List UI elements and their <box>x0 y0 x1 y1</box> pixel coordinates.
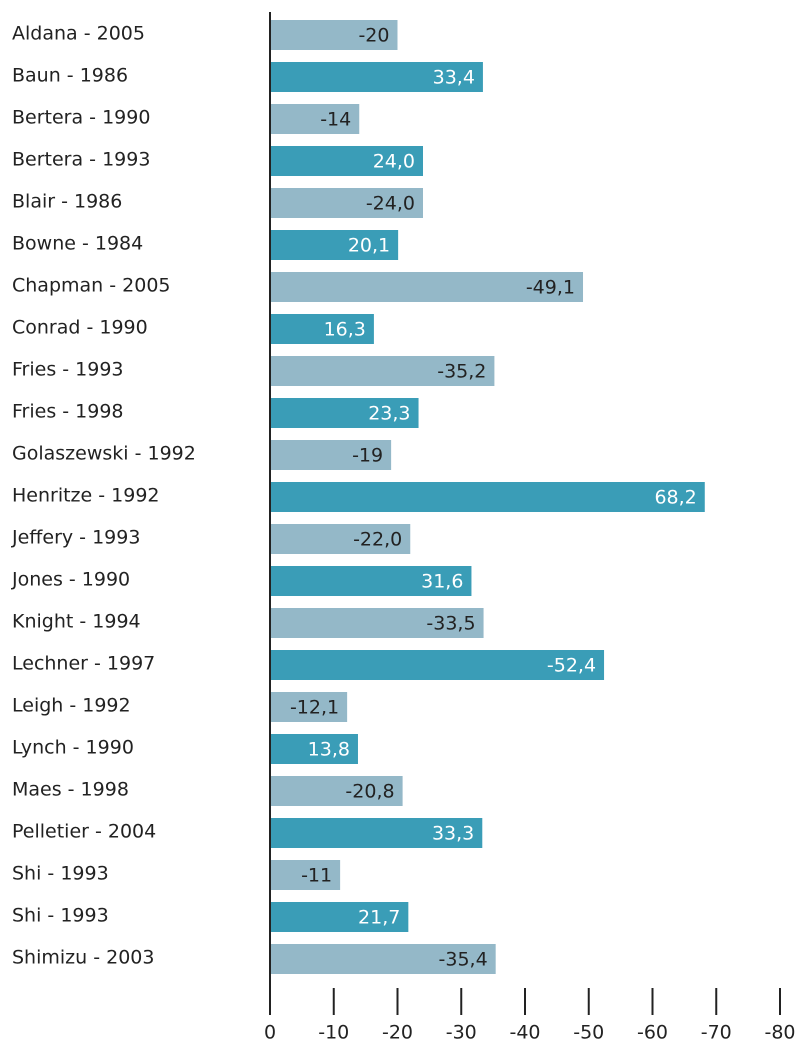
category-label: Chapman - 2005 <box>12 275 171 297</box>
category-label: Jones - 1990 <box>11 569 130 591</box>
bar <box>271 482 705 512</box>
category-label: Leigh - 1992 <box>12 695 131 717</box>
category-label: Fries - 1993 <box>12 359 124 381</box>
bar <box>271 104 360 134</box>
value-label: -24,0 <box>366 193 415 215</box>
x-tick-label: -30 <box>446 1022 477 1044</box>
category-label: Baun - 1986 <box>12 65 128 87</box>
bar <box>271 944 496 974</box>
bar <box>271 566 472 596</box>
value-label: 33,3 <box>432 823 474 845</box>
bar <box>271 398 419 428</box>
x-tick-label: -20 <box>382 1022 413 1044</box>
value-label: -52,4 <box>547 655 596 677</box>
bar <box>271 524 411 554</box>
x-tick-label: -60 <box>637 1022 668 1044</box>
value-label: 16,3 <box>324 319 366 341</box>
value-label: 23,3 <box>368 403 410 425</box>
bar <box>271 314 374 344</box>
bar <box>271 818 483 848</box>
category-label: Shimizu - 2003 <box>12 947 154 969</box>
bar <box>271 62 483 92</box>
x-tick-label: -80 <box>764 1022 795 1044</box>
value-label: 33,4 <box>433 67 475 89</box>
x-tick-label: -40 <box>509 1022 540 1044</box>
bar <box>271 272 584 302</box>
value-label: -33,5 <box>426 613 475 635</box>
bar <box>271 356 495 386</box>
bar <box>271 650 605 680</box>
value-label: -35,4 <box>439 949 488 971</box>
category-label: Jeffery - 1993 <box>11 527 140 549</box>
category-label: Lechner - 1997 <box>12 653 155 675</box>
category-label: Fries - 1998 <box>12 401 124 423</box>
value-label: 68,2 <box>654 487 696 509</box>
category-label: Knight - 1994 <box>12 611 141 633</box>
bar <box>271 902 409 932</box>
bar <box>271 20 398 50</box>
x-tick-label: -10 <box>318 1022 349 1044</box>
bar <box>271 230 399 260</box>
value-label: 21,7 <box>358 907 400 929</box>
value-label: -12,1 <box>290 697 339 719</box>
value-label: 24,0 <box>373 151 415 173</box>
category-label: Maes - 1998 <box>12 779 129 801</box>
bar <box>271 860 341 890</box>
value-label: -22,0 <box>353 529 402 551</box>
bar <box>271 146 423 176</box>
value-label: -11 <box>301 865 332 887</box>
category-label: Bowne - 1984 <box>12 233 143 255</box>
bar <box>271 608 484 638</box>
category-label: Blair - 1986 <box>12 191 122 213</box>
category-label: Conrad - 1990 <box>12 317 148 339</box>
value-label: -20 <box>358 25 389 47</box>
bar <box>271 776 403 806</box>
category-label: Shi - 1993 <box>12 905 109 927</box>
category-label: Henritze - 1992 <box>12 485 160 507</box>
value-label: -35,2 <box>437 361 486 383</box>
category-label: Shi - 1993 <box>12 863 109 885</box>
bar <box>271 440 392 470</box>
value-label: 31,6 <box>421 571 463 593</box>
category-label: Golaszewski - 1992 <box>12 443 196 465</box>
category-label: Aldana - 2005 <box>12 23 145 45</box>
value-label: 13,8 <box>308 739 350 761</box>
value-label: -49,1 <box>526 277 575 299</box>
bar <box>271 734 358 764</box>
x-tick-label: 0 <box>264 1022 276 1044</box>
value-label: 20,1 <box>348 235 390 257</box>
bar <box>271 692 348 722</box>
x-tick-label: -70 <box>701 1022 732 1044</box>
category-label: Pelletier - 2004 <box>12 821 156 843</box>
value-label: -14 <box>320 109 351 131</box>
x-tick-label: -50 <box>573 1022 604 1044</box>
value-label: -19 <box>352 445 383 467</box>
category-label: Bertera - 1990 <box>12 107 150 129</box>
bar <box>271 188 423 218</box>
category-label: Bertera - 1993 <box>12 149 150 171</box>
value-label: -20,8 <box>345 781 394 803</box>
category-label: Lynch - 1990 <box>12 737 134 759</box>
